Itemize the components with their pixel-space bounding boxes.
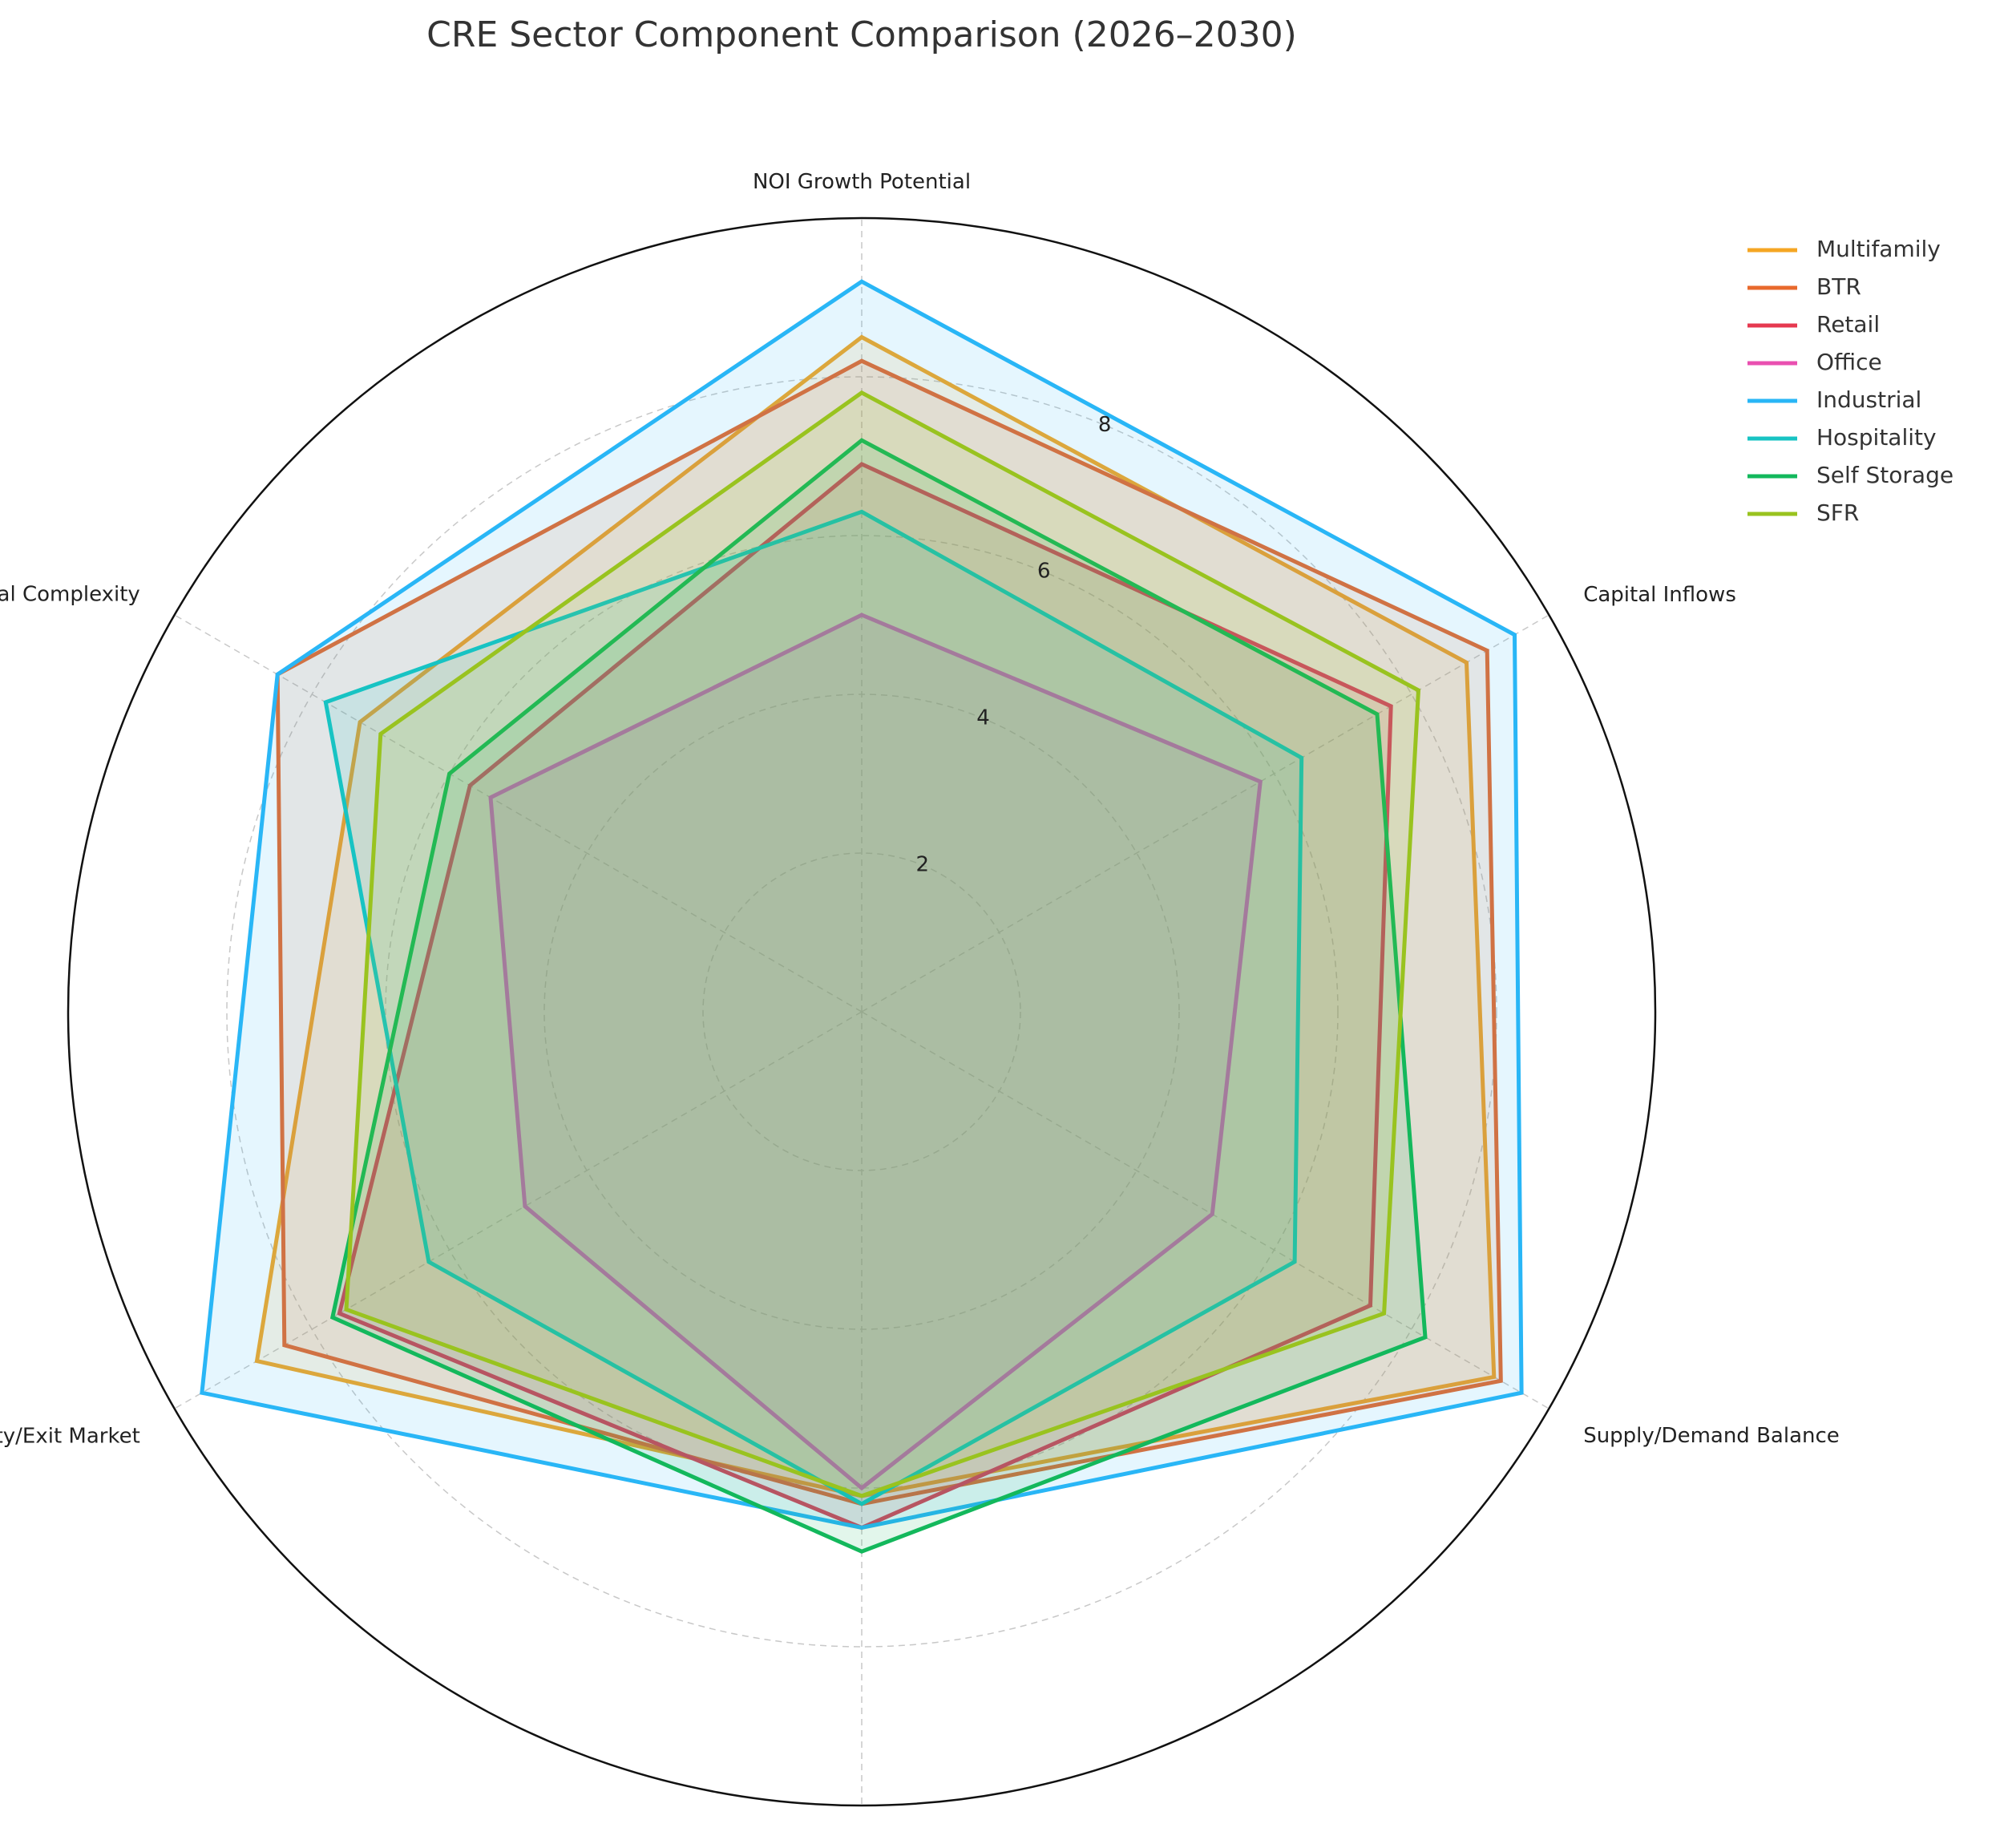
legend-label: SFR bbox=[1816, 499, 1859, 526]
series-fill bbox=[257, 337, 1494, 1496]
legend-label: Multifamily bbox=[1816, 236, 1941, 262]
series-fill bbox=[346, 392, 1419, 1496]
series-line bbox=[488, 613, 1263, 1491]
grid-spoke bbox=[861, 614, 1549, 1013]
legend-label: BTR bbox=[1816, 273, 1861, 300]
tick-label: 2 bbox=[916, 853, 930, 877]
grid-circle bbox=[385, 535, 1339, 1489]
radial-tick-labels: 2 4 6 8 bbox=[916, 413, 1112, 877]
axis-label: NOI Growth Potential bbox=[753, 170, 971, 194]
series-fill bbox=[339, 463, 1392, 1528]
axis-label: Capital Inflows bbox=[1583, 583, 1736, 607]
series-group bbox=[344, 390, 1421, 1498]
grid-spoke bbox=[861, 1011, 1549, 1409]
tick-label: 8 bbox=[1098, 413, 1112, 437]
grid-spoke bbox=[174, 614, 863, 1013]
series-group bbox=[329, 438, 1428, 1554]
tick-label: 4 bbox=[976, 706, 990, 730]
legend-label: Self Storage bbox=[1816, 462, 1953, 488]
legend: Multifamily BTR Retail Office Industrial Hosp… bbox=[1747, 236, 1953, 526]
axis-label: Supply/Demand Balance bbox=[1583, 1424, 1840, 1448]
series-fill bbox=[332, 440, 1425, 1552]
series-group bbox=[488, 613, 1263, 1491]
series-fill bbox=[491, 615, 1261, 1488]
legend-label: Office bbox=[1816, 349, 1882, 375]
legend-label: Industrial bbox=[1816, 386, 1921, 413]
series-line bbox=[323, 509, 1304, 1506]
tick-label: 6 bbox=[1037, 560, 1051, 584]
series-group bbox=[200, 279, 1524, 1531]
legend-label: Hospitality bbox=[1816, 424, 1937, 451]
series-line bbox=[344, 390, 1421, 1498]
radar-series bbox=[200, 279, 1524, 1554]
series-fill bbox=[325, 512, 1302, 1504]
grid-spoke bbox=[174, 1011, 863, 1409]
series-line bbox=[329, 438, 1428, 1554]
axis-labels: NOI Growth Potential Capital Inflows Suppl… bbox=[0, 170, 1840, 1848]
series-line bbox=[200, 279, 1524, 1531]
axis-label: Operational Complexity bbox=[0, 583, 140, 607]
radar-grid bbox=[67, 216, 1657, 1807]
series-fill bbox=[277, 361, 1501, 1504]
series-fill bbox=[201, 281, 1522, 1528]
series-group bbox=[323, 509, 1304, 1506]
axis-label: Regulatory Environment bbox=[735, 1846, 988, 1848]
axis-label: Liquidity/Exit Market bbox=[0, 1424, 140, 1448]
outer-frame bbox=[67, 216, 1657, 1807]
chart-title: CRE Sector Component Comparison (2026–20… bbox=[426, 14, 1297, 55]
legend-label: Retail bbox=[1816, 311, 1880, 338]
